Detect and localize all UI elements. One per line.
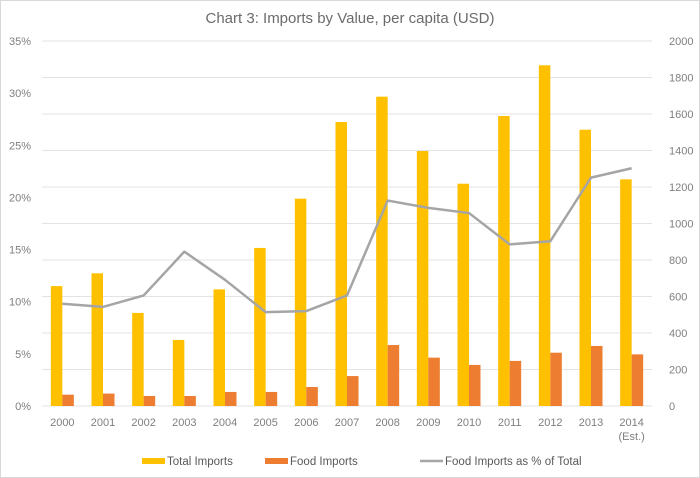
x-axis-tick-label: 2002 <box>131 417 155 429</box>
bar-food-imports <box>103 393 115 406</box>
left-axis-tick-label: 5% <box>15 349 31 361</box>
bar-total-imports <box>213 289 225 406</box>
bar-food-imports <box>62 394 74 406</box>
x-axis-tick-label: 2001 <box>91 417 115 429</box>
bar-food-imports <box>265 391 278 406</box>
bar-total-imports <box>91 273 103 406</box>
bar-total-imports <box>416 151 429 406</box>
left-axis-tick-label: 25% <box>9 140 31 152</box>
right-axis-tick-label: 200 <box>669 365 687 377</box>
left-axis-tick-label: 15% <box>9 245 31 257</box>
legend-label: Food Imports as % of Total <box>445 456 582 468</box>
bar-total-imports <box>254 247 266 406</box>
bar-food-imports <box>428 357 440 406</box>
legend-swatch <box>265 458 288 464</box>
legend: Total Imports Food Imports Food Imports as… <box>142 456 582 468</box>
chart-title: Chart 3: Imports by Value, per capita (U… <box>206 10 495 27</box>
bar-total-imports <box>335 122 347 406</box>
bar-food-imports <box>347 376 359 406</box>
legend-label: Food Imports <box>290 456 358 468</box>
bar-total-imports <box>498 116 510 406</box>
left-axis-tick-label: 10% <box>9 297 31 309</box>
x-axis-tick-sublabel: (Est.) <box>619 431 645 443</box>
left-axis-tick-label: 20% <box>9 192 31 204</box>
bar-food-imports <box>591 345 603 406</box>
bar-total-imports <box>457 183 469 406</box>
bar-food-imports <box>631 354 644 406</box>
x-axis-tick-label: 2006 <box>294 417 318 429</box>
x-axis-tick-label: 2004 <box>213 417 237 429</box>
right-axis-tick-label: 0 <box>669 401 675 413</box>
x-axis-tick-label: 2013 <box>579 417 603 429</box>
right-axis-tick-label: 800 <box>669 255 687 267</box>
right-axis-tick-label: 1600 <box>669 109 693 121</box>
x-axis-tick-label: 2007 <box>335 417 359 429</box>
x-axis-tick-label: 2005 <box>253 417 277 429</box>
bar-food-imports <box>509 360 522 406</box>
x-axis-tick-label: 2000 <box>50 417 74 429</box>
left-axis-tick-label: 30% <box>9 88 31 100</box>
legend-swatch <box>142 458 165 464</box>
bar-food-imports <box>184 395 196 406</box>
bar-total-imports <box>172 339 185 406</box>
right-axis-tick-label: 1200 <box>669 182 693 194</box>
right-axis-tick-label: 2000 <box>669 36 693 48</box>
right-axis-tick-label: 400 <box>669 328 687 340</box>
right-axis-tick-label: 1000 <box>669 219 693 231</box>
right-axis-tick-label: 600 <box>669 292 687 304</box>
bar-total-imports <box>50 286 63 406</box>
x-axis-tick-label: 2008 <box>375 417 399 429</box>
bar-total-imports <box>132 312 144 406</box>
bar-total-imports <box>579 129 591 406</box>
x-axis-tick-label: 2003 <box>172 417 196 429</box>
left-axis-tick-label: 35% <box>9 36 31 48</box>
bar-total-imports <box>376 96 388 406</box>
x-axis-tick-label: 2011 <box>498 417 522 429</box>
left-axis-tick-label: 0% <box>15 401 31 413</box>
x-axis-tick-label: 2014 <box>619 417 643 429</box>
bar-total-imports <box>294 198 307 406</box>
x-axis-tick-label: 2012 <box>538 417 562 429</box>
x-axis-tick-label: 2010 <box>457 417 481 429</box>
x-axis-tick-label: 2009 <box>416 417 440 429</box>
bar-food-imports <box>225 391 237 406</box>
bar-food-imports <box>387 345 400 406</box>
bar-total-imports <box>620 179 632 406</box>
bar-total-imports <box>538 65 551 407</box>
bar-food-imports <box>469 364 481 406</box>
right-axis-tick-label: 1400 <box>669 146 693 158</box>
bar-food-imports <box>143 395 156 406</box>
bar-food-imports <box>550 352 562 406</box>
legend-label: Total Imports <box>167 456 233 468</box>
bar-food-imports <box>306 387 318 406</box>
right-axis-tick-label: 1800 <box>669 73 693 85</box>
